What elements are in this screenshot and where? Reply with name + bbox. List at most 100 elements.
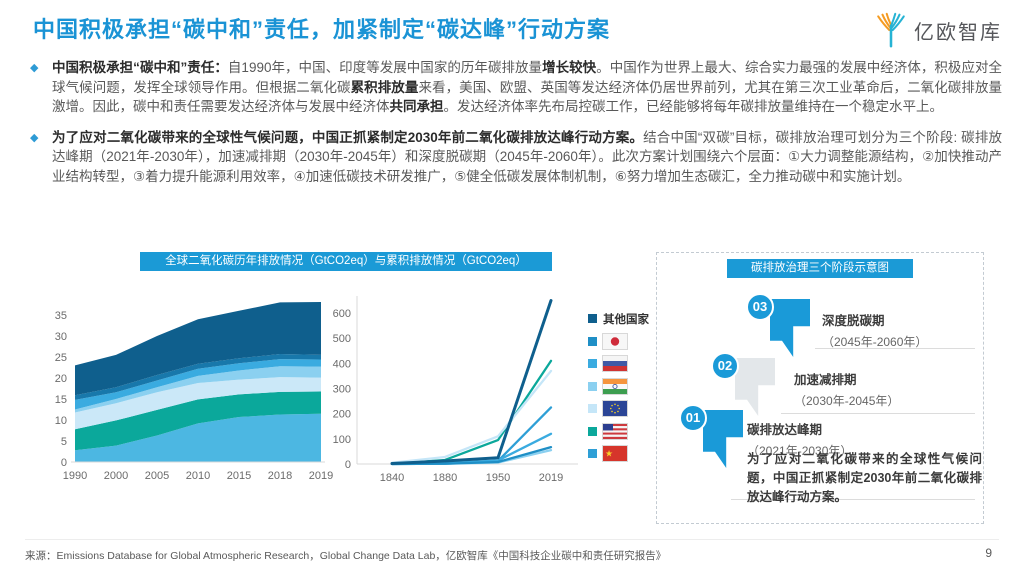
step-arrow-shape: [703, 410, 743, 468]
legend-item-cn: ★: [588, 445, 649, 462]
text-segment: 。发达经济体率先布局控碳工作，已经能够将每年碳排放量维持在一个稳定水平上。: [443, 99, 944, 114]
text-segment: 来看，美国、欧盟、英国等发达经济体仍居世界前列，尤其在第三次工业革命后，二氧化碳…: [52, 79, 1003, 115]
axis-tick-label: 10: [55, 415, 67, 427]
bullet-diamond-icon: ◆: [30, 131, 39, 144]
flag-jp-icon: [602, 332, 628, 350]
footer-divider: [25, 539, 999, 540]
step-number-badge: 01: [679, 404, 707, 432]
page-number: 9: [985, 546, 992, 560]
page-title: 中国积极承担“碳中和”责任，加紧制定“碳达峰”行动方案: [33, 17, 611, 42]
text-segment: 中国积极承担“碳中和”责任：: [52, 60, 228, 75]
axis-tick-label: 400: [333, 358, 351, 370]
source-note: 来源：Emissions Database for Global Atmosph…: [25, 550, 667, 562]
legend-item-eu: [588, 400, 649, 417]
axis-tick-label: 2010: [186, 470, 210, 482]
legend-item-us: [588, 422, 649, 440]
step-label: 深度脱碳期 （2045年-2060年）: [822, 310, 927, 350]
text-segment: 累积排放量: [350, 79, 419, 95]
step-name: 碳排放达峰期: [747, 423, 823, 437]
bullet-text: 中国积极承担“碳中和”责任：自1990年，中国、印度等发展中国家的历年碳排放量增…: [52, 58, 1002, 117]
stage-diagram-panel: 碳排放治理三个阶段示意图 03 深度脱碳期 （2045年-2060年） 02 加速减排期…: [656, 252, 984, 524]
area-series-ru: [75, 359, 321, 410]
brand-logo-icon: [877, 12, 905, 48]
step-name: 深度脱碳期: [822, 314, 885, 328]
axis-tick-label: 0: [61, 457, 67, 469]
bullet-text: 为了应对二氧化碳带来的全球性气候问题，中国正抓紧制定2030年前二氧化碳排放达峰…: [52, 128, 1002, 187]
axis-tick-label: 2015: [227, 470, 251, 482]
bullet-point: ◆ 中国积极承担“碳中和”责任：自1990年，中国、印度等发展中国家的历年碳排放量…: [30, 58, 1002, 117]
axis-tick-label: 2019: [539, 472, 563, 484]
axis-tick-label: 1990: [63, 470, 87, 482]
step-separator: [781, 413, 975, 414]
axis-tick-label: 2018: [268, 470, 292, 482]
legend-swatch: [588, 381, 597, 391]
step-label: 加速减排期 （2030年-2045年）: [794, 369, 899, 409]
axis-tick-label: 2019: [309, 470, 333, 482]
cumulative-line-chart: 0 100 200 300 400 500 600 1840 1880 1950 2019: [333, 296, 578, 484]
axis-tick-label: 0: [345, 459, 351, 471]
axis-tick-label: 2005: [145, 470, 169, 482]
svg-text:★: ★: [605, 449, 613, 459]
flag-cn-icon: ★: [602, 445, 628, 462]
axis-tick-label: 20: [55, 373, 67, 385]
step-number-badge: 03: [746, 293, 774, 321]
axis-tick-label: 300: [333, 384, 351, 396]
flag-in-icon: [602, 377, 628, 395]
step-period: （2045年-2060年）: [822, 335, 928, 349]
axis-tick-label: 600: [333, 308, 351, 320]
key-points: ◆ 中国积极承担“碳中和”责任：自1990年，中国、印度等发展中国家的历年碳排放量…: [30, 58, 1002, 197]
legend-item-in: [588, 377, 649, 395]
area-series-others: [75, 301, 321, 396]
flag-eu-icon: [602, 400, 628, 417]
text-segment: 共同承担: [389, 99, 444, 114]
axis-tick-label: 200: [333, 409, 351, 421]
axis-tick-label: 1950: [486, 472, 510, 484]
area-series-cn: [75, 413, 321, 462]
step-period: （2030年-2045年）: [794, 394, 900, 408]
flag-ru-icon: [602, 355, 628, 372]
stacked-area-chart: 0 5 10 15 20 25 30 35 1990 2000 2005 2010 2015 2018 20…: [55, 301, 333, 482]
axis-tick-label: 15: [55, 394, 67, 406]
line-series-jp: [390, 445, 553, 466]
step-name: 加速减排期: [794, 373, 857, 387]
legend-item-ru: [588, 355, 649, 372]
axis-tick-label: 5: [61, 436, 67, 448]
legend-swatch: [588, 426, 597, 436]
bullet-diamond-icon: ◆: [30, 62, 39, 74]
text-segment: 为了应对二氧化碳带来的全球性气候问题，中国正抓紧制定2030年前二氧化碳排放达峰…: [52, 129, 644, 145]
legend-swatch: [588, 314, 597, 323]
flag-us-icon: [602, 422, 628, 440]
axis-tick-label: 25: [55, 352, 67, 364]
axis-tick-label: 35: [55, 310, 67, 322]
step-number-badge: 02: [711, 352, 739, 380]
legend-swatch: [588, 404, 597, 413]
step-separator: [815, 348, 975, 349]
brand-logo-text: 亿欧智库: [914, 21, 1002, 44]
legend-label: 其他国家: [603, 313, 649, 326]
text-segment: 自1990年，中国、印度等发展中国家的历年碳排放量: [227, 60, 543, 75]
chart-title-bar: 全球二氧化碳历年排放情况（GtCO2eq）与累积排放情况（GtCO2eq）: [140, 252, 552, 271]
axis-tick-label: 1840: [380, 472, 404, 484]
area-series-in: [75, 366, 321, 413]
axis-tick-label: 30: [55, 331, 67, 343]
legend-swatch: [588, 359, 597, 368]
stage-diagram-title: 碳排放治理三个阶段示意图: [727, 259, 913, 278]
text-segment: 结合中国“双碳”目标，碳排放治理可划分为三个阶段: 碳排放达峰期（2021年-2…: [52, 129, 1002, 184]
legend-swatch: [588, 449, 597, 458]
legend-item-jp: [588, 332, 649, 350]
step-arrow-shape: [735, 358, 775, 416]
line-series-eu: [390, 369, 553, 464]
axis-tick-label: 1880: [433, 472, 457, 484]
chart-legend: 其他国家 ★: [588, 311, 649, 469]
legend-swatch: [588, 336, 597, 346]
line-series-others: [390, 299, 553, 465]
axis-tick-label: 2000: [104, 470, 128, 482]
text-segment: 增长较快: [542, 60, 597, 75]
text-segment: 。中国作为世界上最大、综合实力最强的发展中经济体，积极应对全球气候问题，发挥全球…: [52, 60, 1003, 95]
axis-tick-label: 100: [333, 434, 351, 446]
legend-item-others: 其他国家: [588, 311, 649, 326]
bullet-point: ◆ 为了应对二氧化碳带来的全球性气候问题，中国正抓紧制定2030年前二氧化碳排放达…: [30, 128, 1002, 187]
line-series-us: [390, 359, 553, 465]
step-arrow-shape: [770, 299, 810, 357]
